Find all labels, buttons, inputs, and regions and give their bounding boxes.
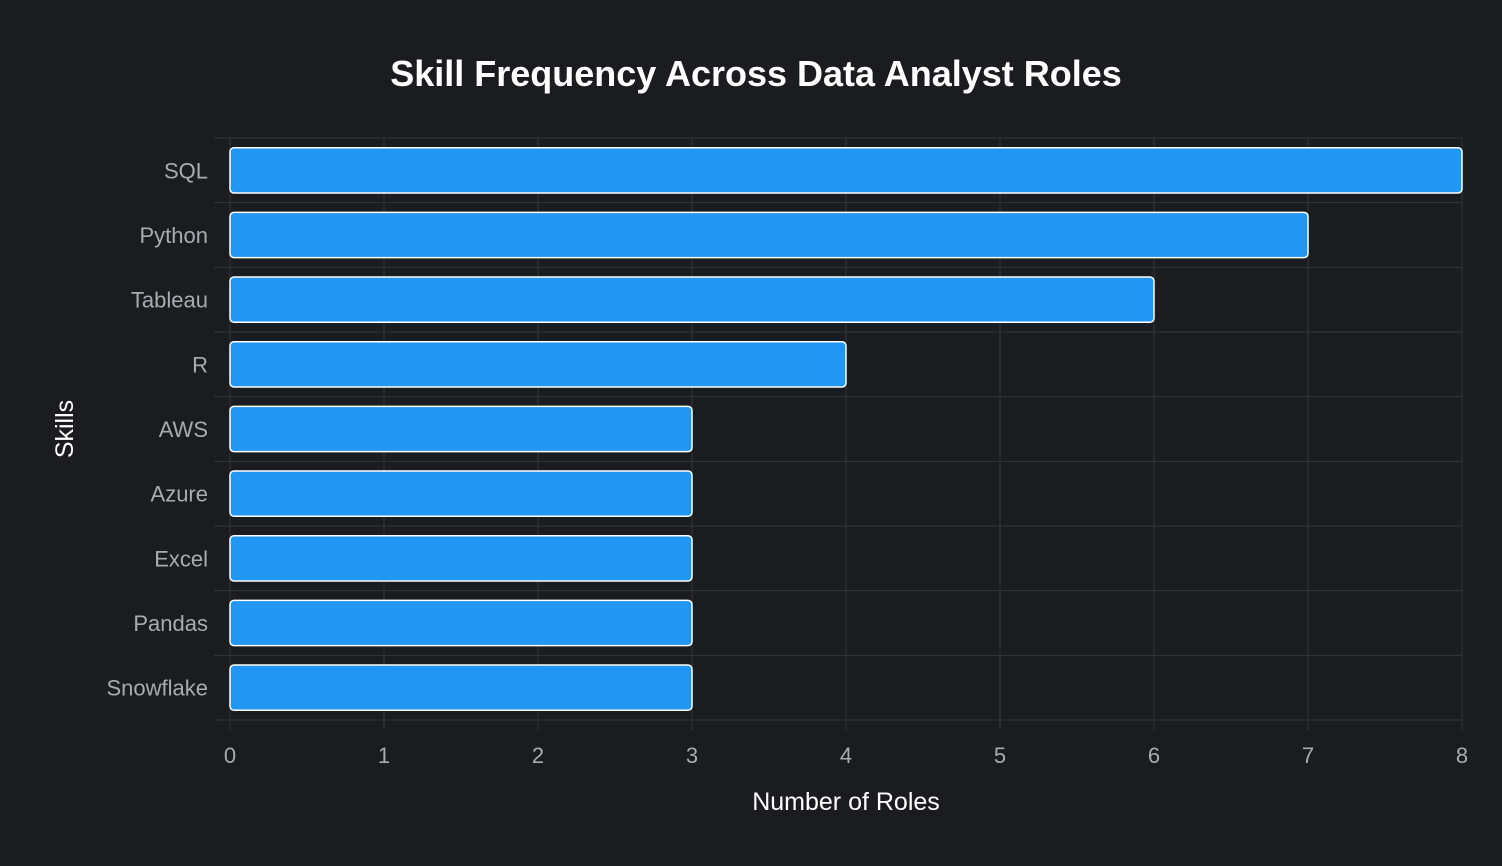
y-tick-label: Tableau (131, 288, 208, 313)
bar-snowflake (229, 664, 693, 712)
y-tick-label: Python (140, 223, 209, 248)
x-tick-label: 1 (378, 743, 390, 768)
y-tick-label: Snowflake (106, 676, 208, 701)
y-tick-label: Pandas (133, 611, 208, 636)
x-tick-label: 4 (840, 743, 852, 768)
x-axis-title: Number of Roles (752, 788, 940, 816)
x-tick-label: 8 (1456, 743, 1468, 768)
x-axis-tick-labels: 0 1 2 3 4 5 6 7 8 (224, 743, 1468, 768)
y-tick-label: Azure (151, 482, 208, 507)
bar-excel (229, 534, 693, 582)
bar-python (229, 211, 1309, 259)
x-tick-label: 7 (1302, 743, 1314, 768)
bar-sql (229, 146, 1463, 194)
bar-tableau (229, 276, 1155, 324)
bar-azure (229, 470, 693, 518)
x-tick-label: 6 (1148, 743, 1160, 768)
bar-pandas (229, 599, 693, 647)
y-tick-label: AWS (159, 417, 208, 442)
chart-title: Skill Frequency Across Data Analyst Role… (390, 53, 1122, 94)
bars (229, 146, 1463, 712)
x-tick-label: 5 (994, 743, 1006, 768)
x-tick-label: 3 (686, 743, 698, 768)
bar-aws (229, 405, 693, 453)
y-tick-label: SQL (164, 158, 208, 183)
x-tick-label: 0 (224, 743, 236, 768)
y-tick-label: R (192, 352, 208, 377)
bar-r (229, 340, 847, 388)
y-tick-label: Excel (154, 546, 208, 571)
x-tick-label: 2 (532, 743, 544, 768)
y-axis-tick-labels: SQL Python Tableau R AWS Azure Excel Pandas Snow… (106, 158, 208, 700)
y-axis-title: Skills (51, 400, 79, 458)
